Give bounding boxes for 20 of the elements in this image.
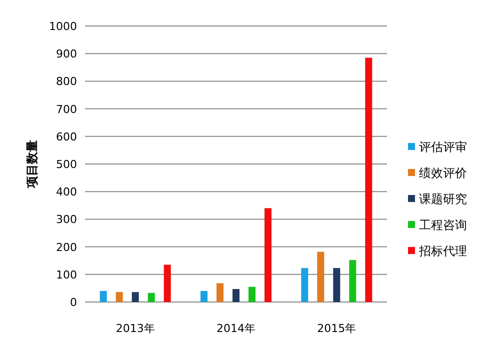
legend-label: 招标代理 xyxy=(418,244,467,258)
x-tick-label: 2014年 xyxy=(216,322,256,335)
y-tick-label: 400 xyxy=(56,186,77,199)
y-tick-label: 0 xyxy=(70,296,77,309)
legend-label: 工程咨询 xyxy=(419,218,467,232)
y-tick-label: 600 xyxy=(56,130,77,144)
y-tick-label: 300 xyxy=(56,213,77,226)
x-tick-label: 2013年 xyxy=(116,322,155,335)
y-axis-title: 项目数量 xyxy=(25,140,39,189)
y-tick-label: 500 xyxy=(56,158,77,171)
y-tick-label: 800 xyxy=(56,75,77,88)
legend-label: 评估评审 xyxy=(419,140,467,154)
y-tick-label: 700 xyxy=(56,102,77,116)
y-tick-label: 900 xyxy=(56,48,77,61)
y-tick-label: 1000 xyxy=(49,20,77,33)
y-tick-label: 200 xyxy=(56,240,77,254)
y-tick-label: 100 xyxy=(56,268,77,282)
legend-label: 绩效评价 xyxy=(419,166,467,180)
x-tick-label: 2015年 xyxy=(317,322,356,335)
legend-label: 课题研究 xyxy=(419,192,467,206)
